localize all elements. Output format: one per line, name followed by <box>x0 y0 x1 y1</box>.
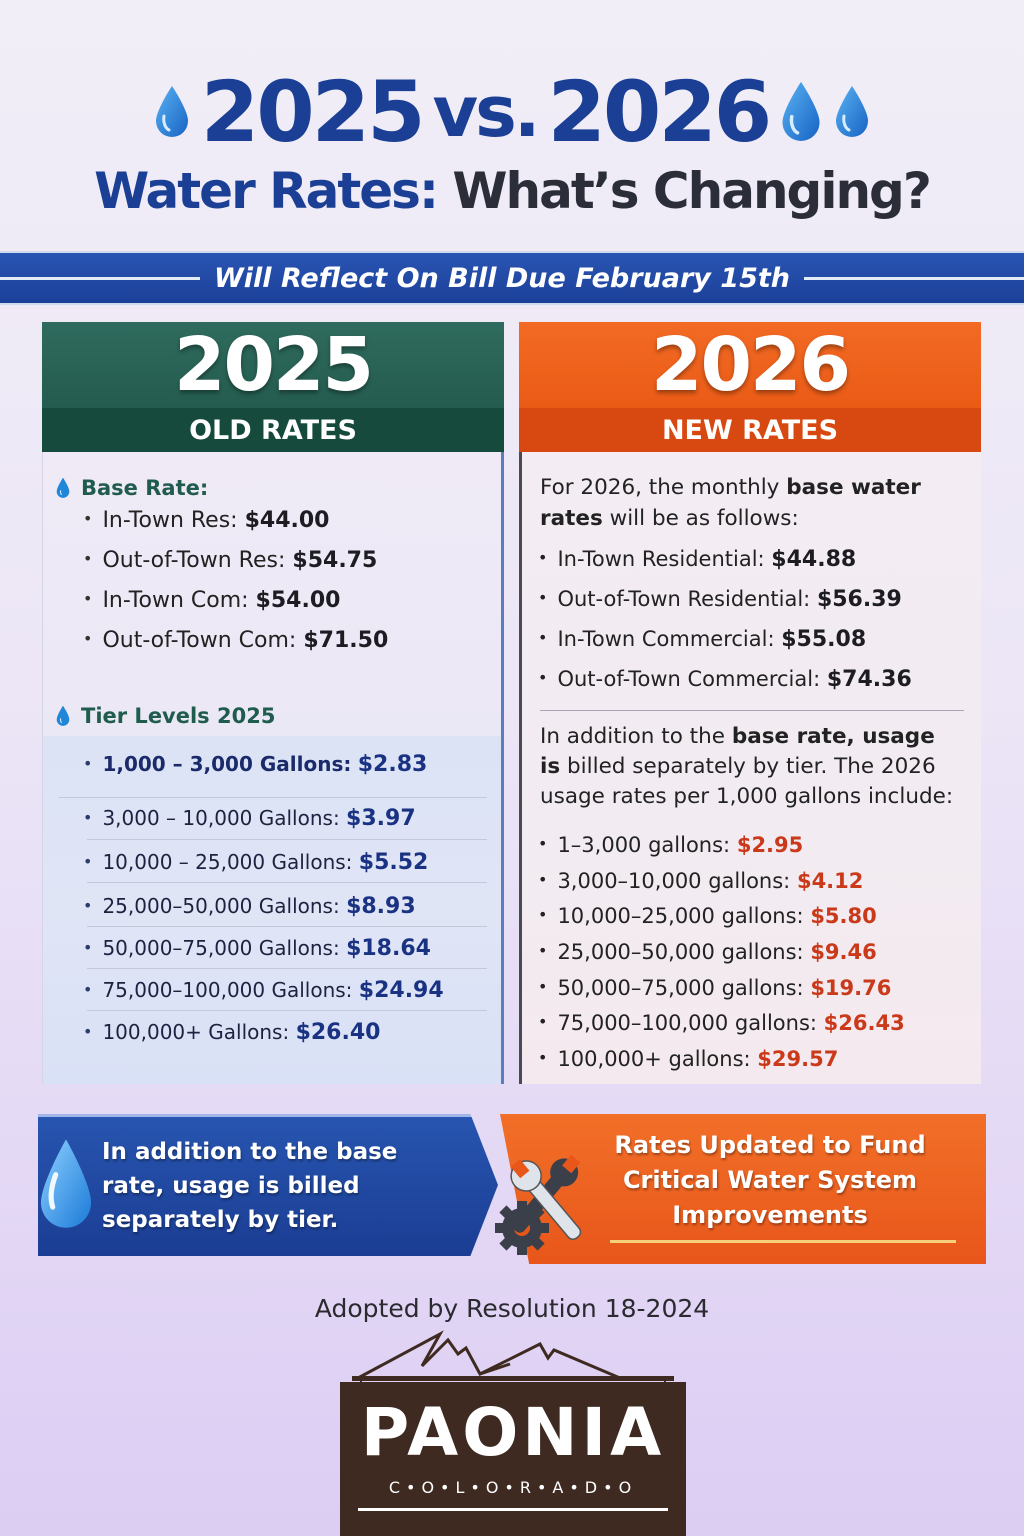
tier-row: 3,000–10,000 gallons: $4.12 <box>538 862 905 898</box>
tier-row: 100,000+ gallons: $29.57 <box>538 1040 905 1076</box>
section-divider <box>540 710 964 711</box>
new-rates-label: NEW RATES <box>519 408 981 452</box>
tier-divider <box>87 882 487 883</box>
water-drop-icon <box>40 1139 92 1228</box>
tier-divider <box>87 1010 487 1011</box>
tier-divider <box>87 968 487 969</box>
water-drop-icon <box>155 86 188 137</box>
usage-note-text: In addition to the base rate, usage is b… <box>102 1139 398 1233</box>
subtitle-blue: Water Rates: <box>94 162 439 220</box>
funding-banner: Rates Updated to Fund Critical Water Sys… <box>500 1114 986 1264</box>
page-title: 2025 vs. 2026 <box>0 70 1024 154</box>
funding-underline <box>610 1240 956 1243</box>
new-rates-body: For 2026, the monthly base water rates w… <box>519 452 981 1084</box>
old-rates-label: OLD RATES <box>42 408 504 452</box>
tier-row: 1,000 – 3,000 Gallons: $2.83 <box>83 752 473 777</box>
list-item: Out-of-Town Residential: $56.39 <box>538 578 912 618</box>
water-drop-icon <box>56 705 70 726</box>
new-tier-list: 1–3,000 gallons: $2.95 3,000–10,000 gall… <box>538 826 905 1076</box>
water-drop-icon <box>56 477 70 498</box>
list-item: Out-of-Town Com: $71.50 <box>83 619 388 659</box>
wrench-gear-icon <box>495 1154 582 1255</box>
title-block: 2025 vs. 2026 Water Rates: What’s Changi… <box>0 70 1024 219</box>
logo-name: PAONIA <box>360 1394 666 1471</box>
logo-underline <box>358 1508 668 1511</box>
list-item: Out-of-Town Res: $54.75 <box>83 539 388 579</box>
old-year-heading: 2025 <box>42 322 504 408</box>
tier-divider <box>59 797 487 798</box>
list-item: In-Town Commercial: $55.08 <box>538 618 912 658</box>
tier-row: 50,000–75,000 gallons: $19.76 <box>538 969 905 1005</box>
tier-row: 3,000 – 10,000 Gallons: $3.97 <box>83 806 473 831</box>
title-year-new: 2026 <box>547 63 772 161</box>
list-item: In-Town Res: $44.00 <box>83 499 388 539</box>
base-rate-intro: For 2026, the monthly base water rates w… <box>540 475 921 531</box>
list-item: In-Town Residential: $44.88 <box>538 538 912 578</box>
tier-divider <box>87 926 487 927</box>
adopted-resolution: Adopted by Resolution 18-2024 <box>314 1294 710 1323</box>
title-year-old: 2025 <box>200 63 426 161</box>
water-drop-icon <box>836 86 869 137</box>
tier-row: 50,000–75,000 Gallons: $18.64 <box>83 936 473 961</box>
old-rates-body: Base Rate: In-Town Res: $44.00 Out-of-To… <box>42 452 504 1084</box>
paonia-logo: PAONIA C•O•L•O•R•A•D•O <box>340 1326 686 1536</box>
water-drop-icon <box>782 81 820 141</box>
tier-row: 25,000–50,000 Gallons: $8.93 <box>83 894 473 919</box>
new-base-rate-list: In-Town Residential: $44.88 Out-of-Town … <box>538 538 912 698</box>
usage-intro: In addition to the base rate, usage is b… <box>540 724 954 809</box>
logo-sign: PAONIA C•O•L•O•R•A•D•O <box>340 1382 686 1536</box>
ribbon-rule-right <box>804 276 1024 280</box>
funding-text: Rates Updated to Fund Critical Water Sys… <box>614 1131 926 1229</box>
mountain-icon <box>352 1330 674 1386</box>
new-year-heading: 2026 <box>519 322 981 408</box>
tier-row: 100,000+ Gallons: $26.40 <box>83 1020 473 1045</box>
tier-row: 1–3,000 gallons: $2.95 <box>538 826 905 862</box>
tier-divider <box>87 839 487 840</box>
old-rates-panel: 2025 OLD RATES Base Rate: In-Town Res: $… <box>42 322 504 1084</box>
tier-row: 75,000–100,000 Gallons: $24.94 <box>83 978 473 1003</box>
due-date-ribbon: Will Reflect On Bill Due February 15th <box>0 251 1024 305</box>
ribbon-text: Will Reflect On Bill Due February 15th <box>214 262 791 294</box>
tier-levels-heading: Tier Levels 2025 <box>55 704 275 728</box>
tier-row: 25,000–50,000 gallons: $9.46 <box>538 933 905 969</box>
tier-row: 75,000–100,000 gallons: $26.43 <box>538 1004 904 1040</box>
title-vs: vs. <box>432 71 541 153</box>
tier-row: 10,000–25,000 gallons: $5.80 <box>538 897 905 933</box>
list-item: In-Town Com: $54.00 <box>83 579 388 619</box>
usage-note-banner: In addition to the base rate, usage is b… <box>38 1114 498 1256</box>
old-base-rate-list: In-Town Res: $44.00 Out-of-Town Res: $54… <box>83 499 388 659</box>
list-item: Out-of-Town Commercial: $74.36 <box>538 658 911 698</box>
ribbon-rule-left <box>0 276 200 280</box>
tier-row: 10,000 – 25,000 Gallons: $5.52 <box>83 850 473 875</box>
subtitle-dark: What’s Changing? <box>452 162 931 220</box>
page-subtitle: Water Rates: What’s Changing? <box>0 164 1024 219</box>
base-rate-heading: Base Rate: <box>55 476 208 500</box>
logo-subtitle: C•O•L•O•R•A•D•O <box>388 1478 638 1497</box>
new-rates-panel: 2026 NEW RATES For 2026, the monthly bas… <box>519 322 981 1084</box>
